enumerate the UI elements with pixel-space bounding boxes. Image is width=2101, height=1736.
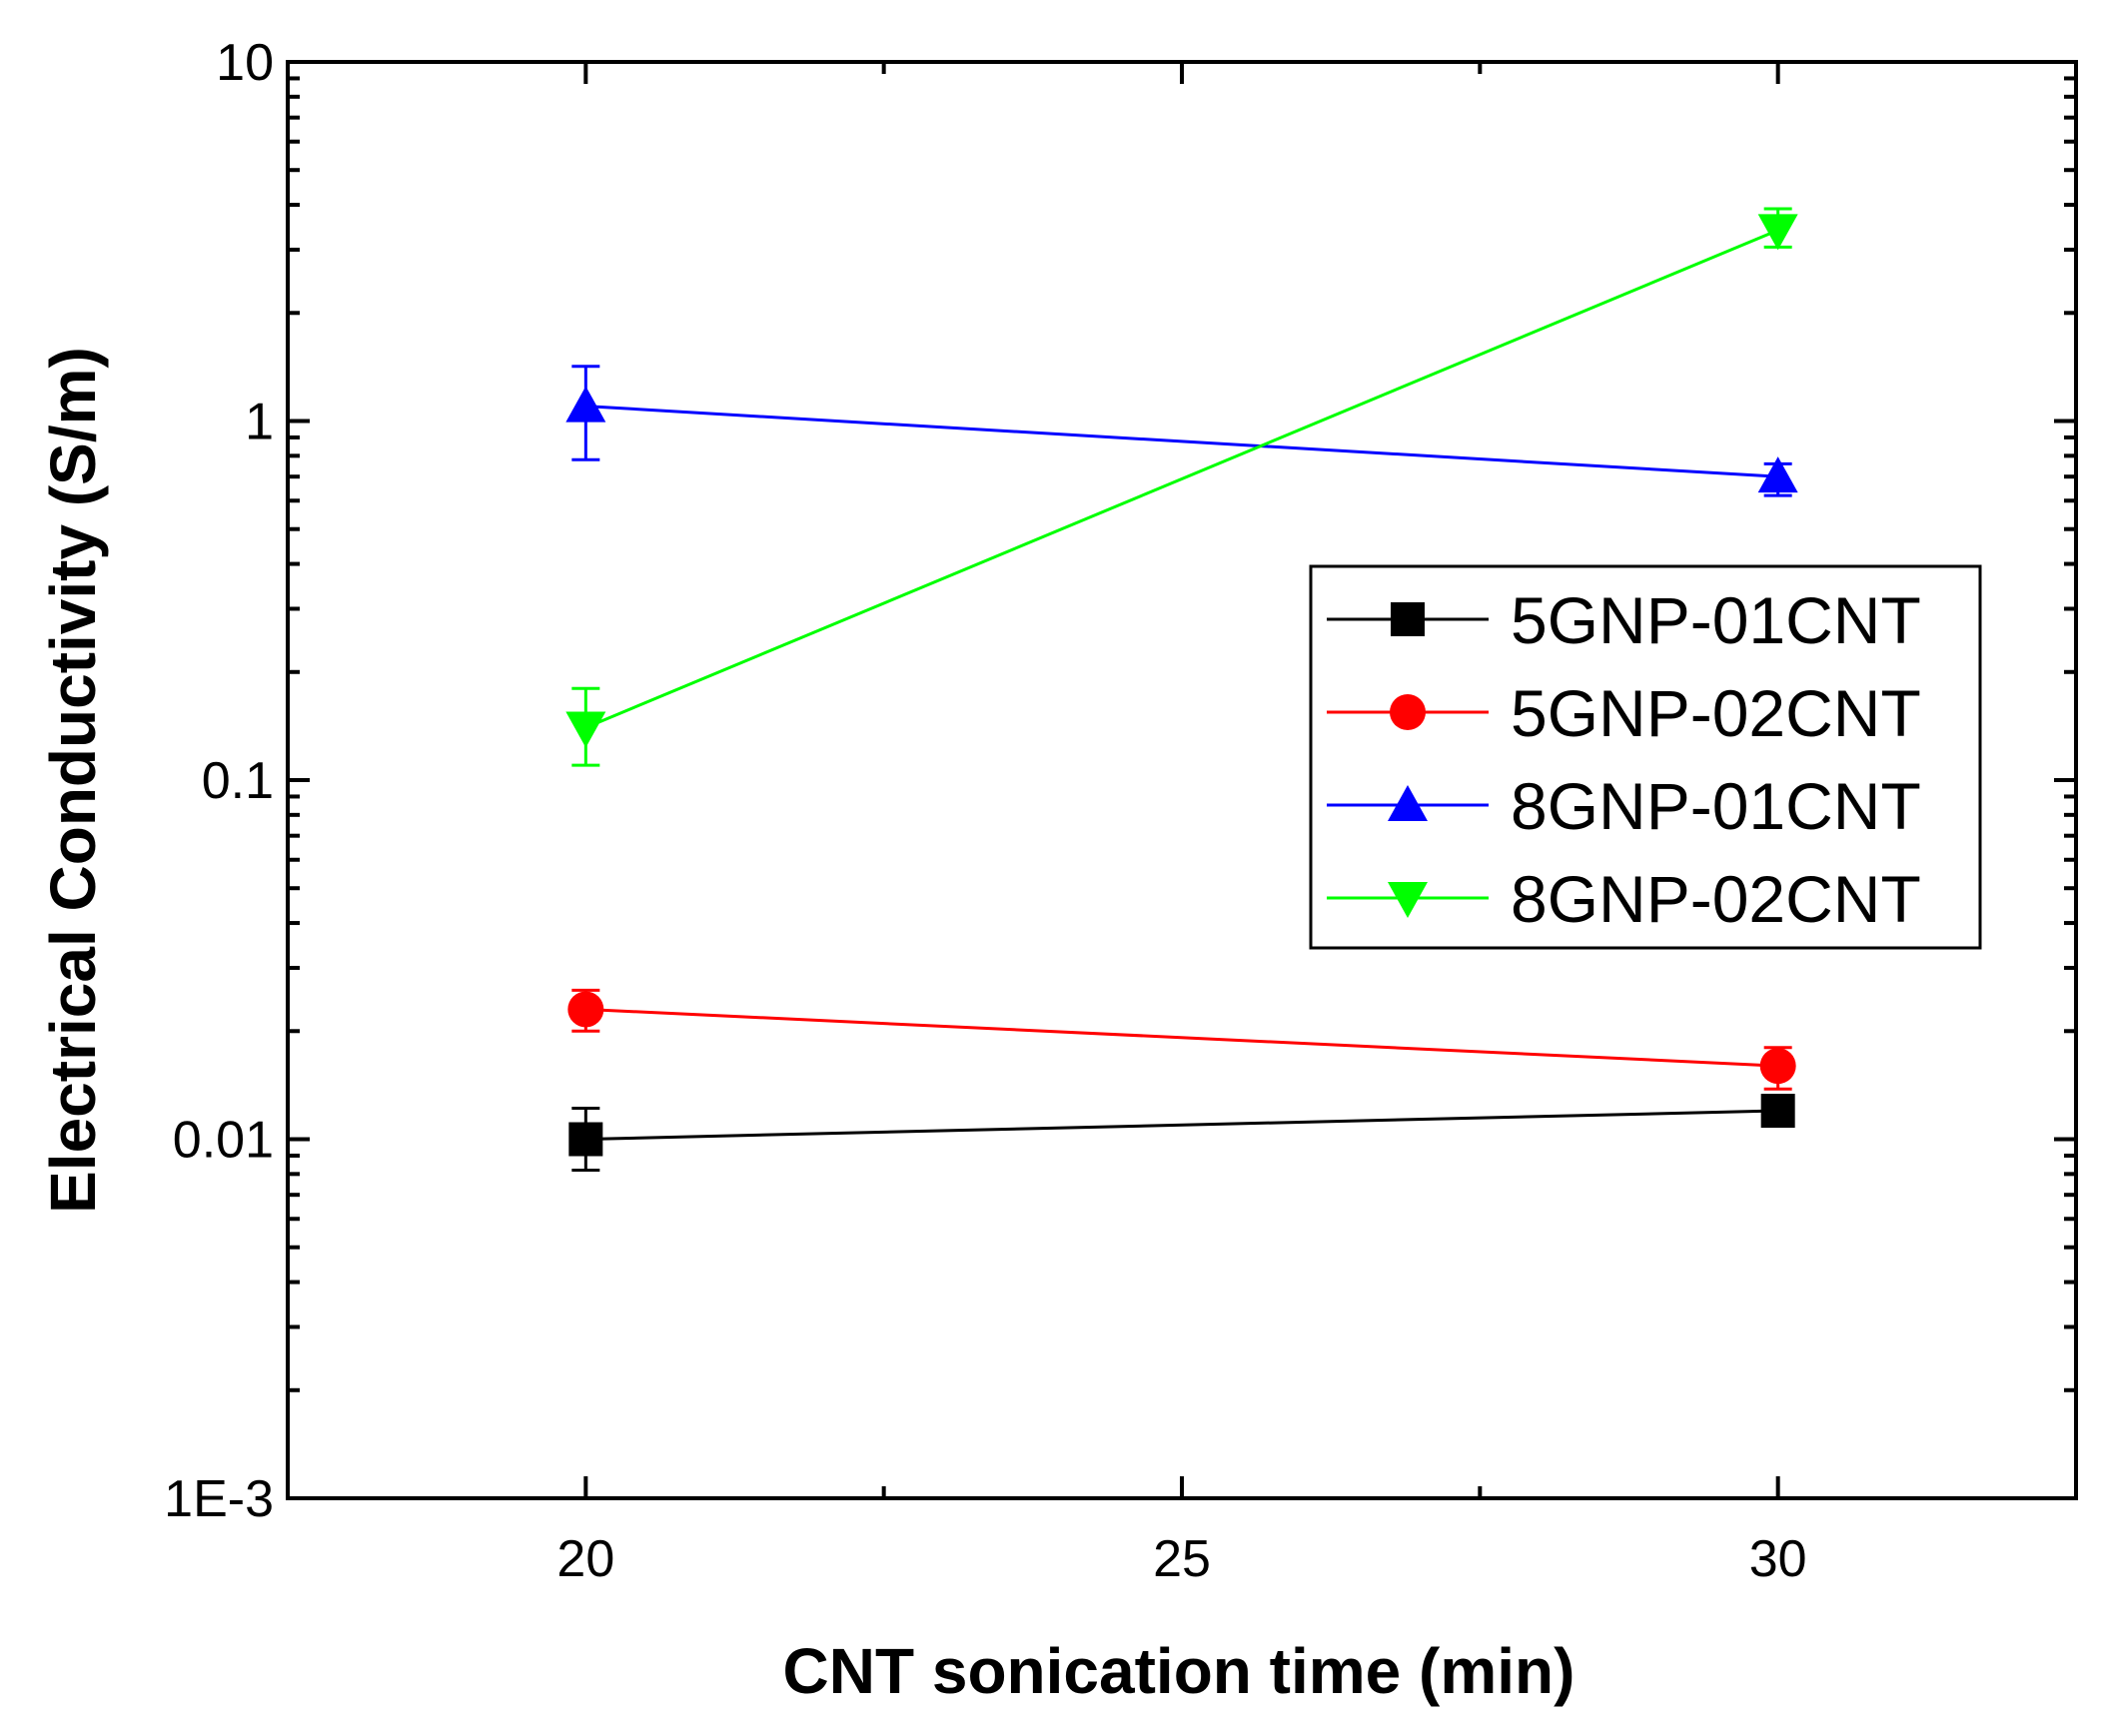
legend-marker	[1390, 694, 1426, 730]
tick-labels: 20 25 30 1E-3 0.01 0.1 1 10	[164, 34, 1806, 1588]
legend-label: 5GNP-01CNT	[1511, 583, 1921, 657]
series-line	[585, 405, 1778, 478]
legend-label: 8GNP-01CNT	[1511, 769, 1921, 843]
legend-marker	[1391, 602, 1425, 636]
legend: 5GNP-01CNT 5GNP-02CNT 8GNP-01CNT 8GNP-02CNT	[1309, 564, 1982, 950]
legend-item: 5GNP-02CNT	[1327, 676, 1921, 750]
x-axis-title: CNT sonication time (min)	[783, 1635, 1576, 1707]
axis-ticks	[286, 60, 2078, 1500]
legend-label: 8GNP-02CNT	[1511, 862, 1921, 936]
y-tick-label: 10	[216, 34, 274, 92]
data-point	[1759, 1048, 1796, 1085]
legend-items: 5GNP-01CNT 5GNP-02CNT 8GNP-01CNT 8GNP-02CNT	[1327, 583, 1921, 936]
data-point	[1757, 456, 1798, 493]
series-layer	[565, 207, 1798, 1172]
y-tick-label: 1E-3	[164, 1470, 274, 1528]
series-8GNP-01CNT	[565, 365, 1798, 497]
x-tick-label: 20	[556, 1530, 614, 1588]
series-5GNP-01CNT	[568, 1094, 1795, 1172]
series-line	[585, 1109, 1778, 1141]
series-line	[584, 229, 1779, 729]
legend-marker	[1388, 882, 1428, 918]
data-point	[1760, 1094, 1795, 1129]
series-line	[585, 1007, 1778, 1068]
data-point	[567, 991, 604, 1028]
x-tick-label: 30	[1749, 1530, 1807, 1588]
data-point	[568, 1122, 603, 1157]
legend-marker	[1388, 785, 1428, 821]
legend-label: 5GNP-02CNT	[1511, 676, 1921, 750]
data-point	[565, 386, 606, 423]
legend-item: 8GNP-02CNT	[1327, 862, 1921, 936]
y-tick-label: 0.01	[173, 1112, 274, 1170]
x-tick-label: 25	[1153, 1530, 1211, 1588]
legend-item: 8GNP-01CNT	[1327, 769, 1921, 843]
data-point	[565, 711, 606, 748]
y-tick-label: 0.1	[202, 752, 274, 810]
y-axis-title: Electrical Conductivity (S/m)	[37, 347, 109, 1214]
data-point	[1757, 214, 1798, 251]
series-8GNP-02CNT	[565, 207, 1798, 767]
y-tick-label: 1	[245, 394, 274, 451]
legend-item: 5GNP-01CNT	[1327, 583, 1921, 657]
series-5GNP-02CNT	[567, 988, 1796, 1091]
